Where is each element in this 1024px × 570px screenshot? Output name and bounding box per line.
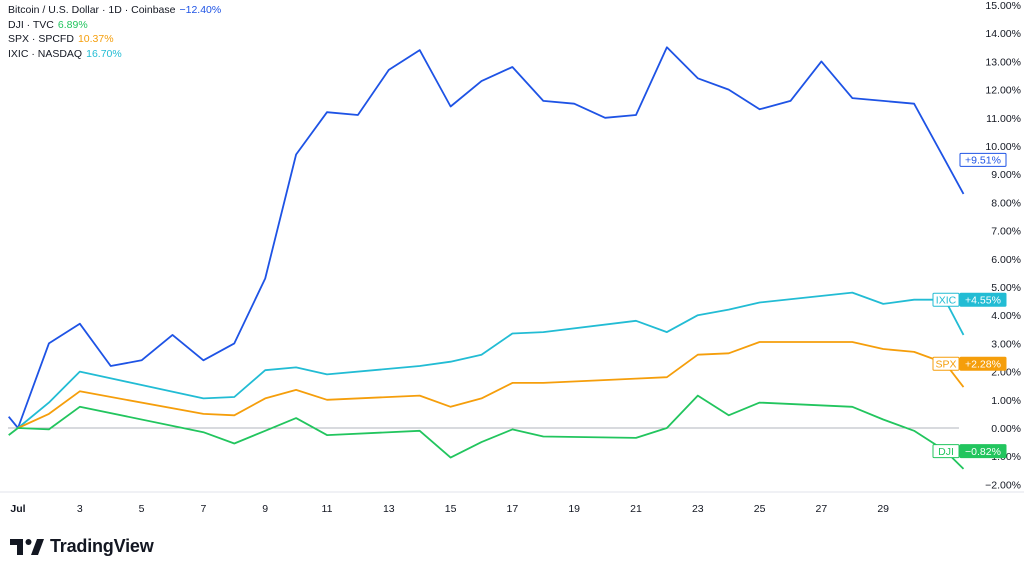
legend-label: DJI · TVC [8,18,54,31]
legend-row-ixic[interactable]: IXIC · NASDAQ 16.70% [8,47,221,62]
legend-label: Bitcoin / U.S. Dollar · 1D · Coinbase [8,4,176,16]
legend-value: 16.70% [86,47,122,60]
ticker-tag [932,444,960,459]
y-tick-label: −2.00% [985,479,1021,491]
x-tick-label: Jul [10,503,25,515]
series-line-spx [17,341,965,429]
price-label-text: −0.82% [965,446,1001,458]
x-tick-label: 29 [877,503,889,515]
legend-value: 6.89% [57,18,88,31]
legend: Bitcoin / U.S. Dollar · 1D · Coinbase −12… [8,3,221,61]
price-label [959,152,1007,167]
x-tick-label: 27 [816,503,828,515]
legend-label: IXIC · NASDAQ [8,47,83,60]
y-tick-label: 1.00% [991,395,1021,407]
price-label [959,444,1007,459]
brand-name: TradingView [50,536,154,556]
x-tick-label: 25 [754,503,766,515]
x-tick-label: 9 [262,503,268,515]
x-tick-label: 17 [507,503,519,515]
y-tick-label: 4.00% [991,310,1021,322]
price-label-text: +2.28% [965,359,1001,371]
x-tick-label: 3 [77,503,83,515]
y-tick-label: 5.00% [991,282,1021,294]
x-tick-label: 13 [383,503,395,515]
x-tick-label: 21 [630,503,642,515]
tradingview-logo-icon [10,538,44,555]
ticker-tag [932,356,960,371]
price-label-text: +9.51% [965,155,1001,167]
legend-label: SPX · SPCFD [8,33,74,45]
x-tick-label: 5 [139,503,145,515]
y-tick-label: 14.00% [985,28,1021,40]
series-line-bitcoin [8,46,965,429]
x-tick-label: 19 [568,503,580,515]
y-tick-label: 6.00% [991,254,1021,266]
y-tick-label: 0.00% [991,423,1021,435]
tradingview-logo[interactable]: TradingView [10,536,154,557]
legend-value: −12.40% [179,4,222,16]
y-tick-label: 9.00% [991,169,1021,181]
y-tick-label: 3.00% [991,338,1021,350]
legend-row-dji[interactable]: DJI · TVC 6.89% [8,18,221,33]
x-tick-label: 23 [692,503,704,515]
comparison-chart[interactable]: 15.00% 14.00% 13.00% 12.00% 11.00% 10.00% 9.00… [0,0,1024,530]
x-tick-label: 7 [200,503,206,515]
ticker-tag [932,292,960,307]
legend-row-spx[interactable]: SPX · SPCFD 10.37% [8,32,221,47]
price-label [959,292,1007,307]
y-tick-label: 7.00% [991,226,1021,238]
y-tick-label: 12.00% [985,85,1021,97]
legend-row-bitcoin[interactable]: Bitcoin / U.S. Dollar · 1D · Coinbase −12… [8,3,221,18]
ticker-tag-label: IXIC [936,294,957,306]
series-line-ixic [17,291,965,429]
series-line-dji [8,394,965,470]
ticker-tag-label: SPX [935,359,956,371]
ticker-tag-label: DJI [938,446,954,458]
y-tick-label: 8.00% [991,197,1021,209]
x-tick-label: 11 [322,503,333,515]
price-label [959,356,1007,371]
legend-value: 10.37% [77,33,114,45]
y-tick-label: 13.00% [985,56,1021,68]
x-tick-label: 15 [445,503,457,515]
y-tick-label: 15.00% [985,0,1021,12]
y-tick-label: 11.00% [986,113,1021,125]
y-tick-label: 10.00% [985,141,1021,153]
price-label-text: +4.55% [965,294,1001,306]
